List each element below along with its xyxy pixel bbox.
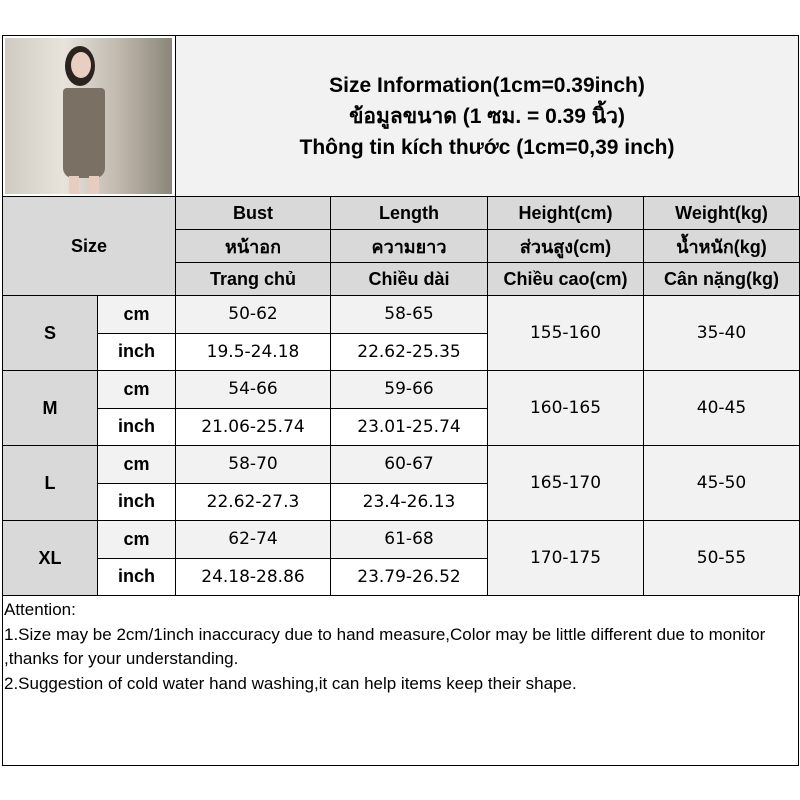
column-header: Length [330,196,488,230]
weight-range: 50-55 [643,520,800,596]
product-photo [5,38,172,194]
length-cm: 60-67 [330,445,488,484]
length-inch: 22.62-25.35 [330,332,488,371]
weight-range: 45-50 [643,445,800,521]
bust-cm: 58-70 [175,445,331,484]
bust-inch: 24.18-28.86 [175,557,331,596]
height-range: 155-160 [487,295,644,371]
title-block: Size Information(1cm=0.39inch) ข้อมูลขนา… [175,35,799,197]
column-header: Height(cm) [487,196,644,230]
column-header: หน้าอก [175,229,331,263]
column-header: Chiều dài [330,262,488,296]
bust-cm: 50-62 [175,295,331,334]
column-header: Bust [175,196,331,230]
bust-inch: 21.06-25.74 [175,407,331,446]
size-header: Size [2,196,176,296]
size-label: M [2,370,98,446]
length-cm: 61-68 [330,520,488,559]
bust-cm: 62-74 [175,520,331,559]
height-range: 160-165 [487,370,644,446]
notes-heading: Attention: [4,600,76,619]
column-header: ความยาว [330,229,488,263]
length-inch: 23.01-25.74 [330,407,488,446]
unit-inch: inch [97,332,176,371]
bust-inch: 19.5-24.18 [175,332,331,371]
height-range: 165-170 [487,445,644,521]
unit-cm: cm [97,295,176,334]
column-header: ส่วนสูง(cm) [487,229,644,263]
column-header: Trang chủ [175,262,331,296]
height-range: 170-175 [487,520,644,596]
note-1: 1.Size may be 2cm/1inch inaccuracy due t… [4,624,766,669]
title-th: ข้อมูลขนาด (1 ซม. = 0.39 นิ้ว) [349,104,625,128]
note-2: 2.Suggestion of cold water hand washing,… [4,673,577,693]
column-header: Weight(kg) [643,196,800,230]
notes: Attention: 1.Size may be 2cm/1inch inacc… [4,598,796,696]
length-cm: 59-66 [330,370,488,409]
unit-inch: inch [97,557,176,596]
size-label: XL [2,520,98,596]
bust-cm: 54-66 [175,370,331,409]
title-en: Size Information(1cm=0.39inch) [329,73,645,97]
unit-cm: cm [97,370,176,409]
length-inch: 23.79-26.52 [330,557,488,596]
column-header: น้ำหนัก(kg) [643,229,800,263]
column-header: Chiều cao(cm) [487,262,644,296]
bust-inch: 22.62-27.3 [175,482,331,521]
weight-range: 40-45 [643,370,800,446]
weight-range: 35-40 [643,295,800,371]
length-cm: 58-65 [330,295,488,334]
unit-cm: cm [97,445,176,484]
size-label: S [2,295,98,371]
size-label: L [2,445,98,521]
unit-inch: inch [97,482,176,521]
column-header: Cân nặng(kg) [643,262,800,296]
length-inch: 23.4-26.13 [330,482,488,521]
unit-cm: cm [97,520,176,559]
title-vi: Thông tin kích thước (1cm=0,39 inch) [299,135,675,159]
unit-inch: inch [97,407,176,446]
